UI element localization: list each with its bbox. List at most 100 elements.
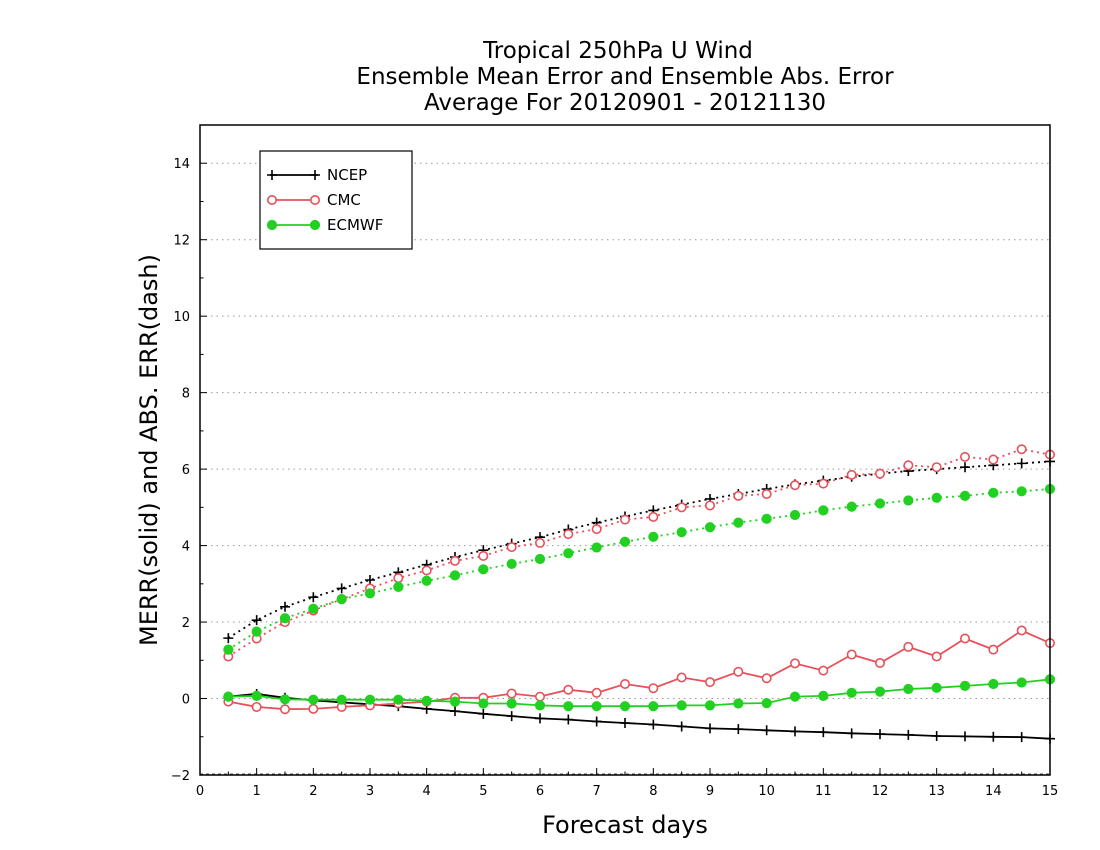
ecmwf-merr-point <box>506 698 517 709</box>
cmc-merr-point <box>846 649 857 660</box>
ecmwf-abs-err-point <box>336 594 347 605</box>
ncep-merr-point <box>450 706 460 717</box>
ncep-abs-err-point <box>280 601 290 612</box>
cmc-abs-err-point <box>931 462 942 473</box>
ecmwf-merr-point <box>478 698 489 709</box>
legend-label-ncep: NCEP <box>327 166 367 184</box>
ecmwf-abs-err-point <box>534 553 546 565</box>
ecmwf-abs-err-point <box>733 517 744 528</box>
cmc-merr-point <box>279 704 290 715</box>
ecmwf-abs-err-point <box>704 522 716 533</box>
ncep-abs-err-point <box>960 462 970 473</box>
ecmwf-abs-err-point <box>591 542 602 553</box>
cmc-abs-err-point <box>846 469 857 480</box>
y-tick-label: 8 <box>182 387 190 402</box>
chart-title-line-3: Average For 20120901 - 20121130 <box>424 90 826 116</box>
cmc-merr-point <box>563 684 574 695</box>
ecmwf-merr-point <box>279 694 291 705</box>
y-tick-label: 14 <box>173 157 190 172</box>
ecmwf-abs-err-point <box>789 509 801 521</box>
ecmwf-merr-point <box>676 700 687 711</box>
ncep-merr-point <box>563 714 574 725</box>
cmc-merr-point <box>591 687 602 698</box>
ncep-merr-point <box>761 725 772 736</box>
ncep-abs-err-point <box>336 583 347 594</box>
ncep-merr-point <box>620 718 630 728</box>
ncep-merr-point <box>676 721 687 732</box>
x-tick-label: 10 <box>758 784 775 799</box>
y-axis-title: MERR(solid) and ABS. ERR(dash) <box>135 254 163 646</box>
cmc-merr-point <box>903 641 914 652</box>
ncep-merr-point <box>790 726 800 737</box>
ecmwf-merr-point <box>251 690 262 701</box>
x-tick-label: 1 <box>253 784 261 799</box>
ecmwf-merr-point <box>591 701 602 712</box>
cmc-abs-err-point <box>393 573 404 584</box>
cmc-abs-err-point <box>676 502 687 513</box>
ncep-abs-err-point <box>251 615 262 626</box>
ecmwf-merr-point <box>308 694 319 705</box>
ecmwf-abs-err-point <box>874 498 886 509</box>
ecmwf-abs-err-point <box>364 588 376 599</box>
ecmwf-merr-point <box>903 683 914 695</box>
cmc-merr-line <box>228 629 1051 711</box>
ecmwf-merr-point <box>789 691 801 702</box>
cmc-merr-point <box>506 688 517 699</box>
ecmwf-merr-point <box>563 701 574 712</box>
x-tick-label: 4 <box>423 784 431 799</box>
ncep-merr-point <box>903 729 914 740</box>
ecmwf-merr-point <box>959 680 971 692</box>
ecmwf-abs-err-point <box>761 513 772 524</box>
x-tick-label: 11 <box>815 784 832 799</box>
cmc-abs-err-point <box>704 500 715 511</box>
ncep-merr-point <box>960 731 970 742</box>
cmc-abs-err-point <box>591 524 602 535</box>
x-tick-label: 2 <box>309 784 317 799</box>
x-axis-title: Forecast days <box>542 811 708 839</box>
cmc-merr-point <box>704 677 715 688</box>
ecmwf-abs-err-point <box>251 626 262 637</box>
ecmwf-merr-point <box>336 694 347 705</box>
ncep-merr-point <box>988 731 999 742</box>
cmc-abs-err-point <box>421 565 432 576</box>
cmc-abs-err-point <box>903 460 914 471</box>
ecmwf-merr-point <box>988 678 999 690</box>
cmc-merr-point <box>959 633 970 644</box>
x-tick-label: 9 <box>706 784 714 799</box>
cmc-merr-point <box>648 683 659 694</box>
ecmwf-abs-err-point <box>846 501 857 512</box>
ecmwf-abs-err-point <box>931 492 942 503</box>
ncep-merr-point <box>506 711 517 722</box>
ncep-merr-point <box>705 723 715 734</box>
ecmwf-abs-err-point <box>506 558 517 570</box>
x-tick-label: 8 <box>649 784 657 799</box>
cmc-merr-point <box>308 703 319 714</box>
cmc-abs-err-point <box>478 550 489 561</box>
ecmwf-abs-err-line <box>227 488 1051 651</box>
cmc-abs-err-point <box>874 468 885 479</box>
ncep-abs-err-point <box>365 575 375 585</box>
cmc-abs-err-point <box>818 478 829 489</box>
ecmwf-merr-point <box>619 701 631 712</box>
cmc-merr-point <box>251 701 262 712</box>
y-tick-label: 10 <box>173 310 190 325</box>
legend: NCEP CMC ECMWF <box>259 150 413 250</box>
y-tick-label: 0 <box>182 693 190 708</box>
cmc-abs-err-point <box>1016 444 1027 455</box>
chart-title: Tropical 250hPa U Wind Ensemble Mean Err… <box>356 38 894 116</box>
cmc-abs-err-point <box>789 480 800 491</box>
ecmwf-abs-err-point <box>563 548 574 559</box>
x-tick-label: 3 <box>366 784 374 799</box>
legend-label-ecmwf: ECMWF <box>327 216 383 234</box>
legend-label-cmc: CMC <box>327 191 361 209</box>
cmc-abs-err-point <box>733 490 744 501</box>
y-tick-label: 12 <box>173 234 190 249</box>
y-tick-label: 2 <box>182 616 190 631</box>
ecmwf-abs-err-point <box>1016 486 1027 497</box>
ncep-merr-point <box>591 716 602 727</box>
ncep-abs-err-point <box>1016 458 1027 469</box>
ecmwf-merr-point <box>223 691 234 702</box>
ecmwf-merr-point <box>421 695 432 706</box>
ncep-merr-point <box>1016 732 1027 743</box>
